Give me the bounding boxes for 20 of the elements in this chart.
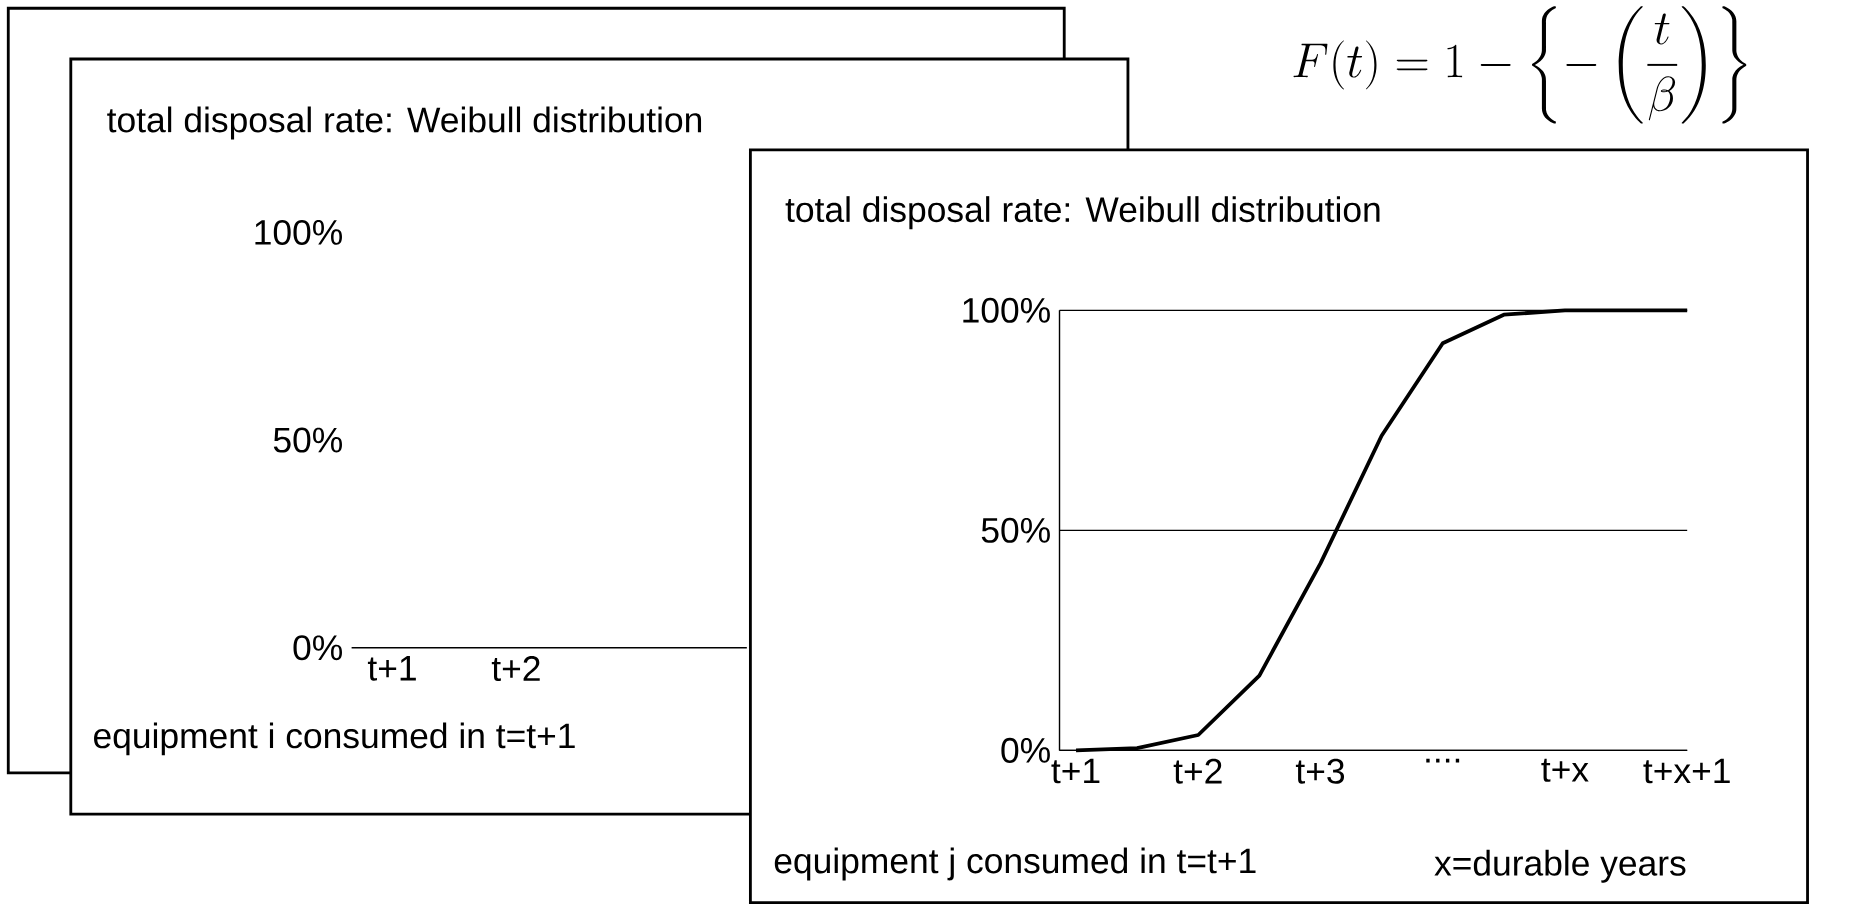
y-tick-label: 100% (963, 297, 1050, 323)
x-tick-label: t+1 (1051, 758, 1100, 784)
x-axis-title: equipment j consumed in t=t+1 (774, 847, 1256, 881)
x-tick-label: t+1 (367, 656, 416, 681)
x-tick-label: t+x (1541, 758, 1589, 782)
x-tick-label: .... (1426, 758, 1460, 763)
text: $F(t)=1-\left\{-\left(\frac{t}{\beta}\right)\right\}$ (1293, 6, 1747, 124)
x-tick-label: t+2 (1173, 758, 1222, 784)
text: x=durable years (1434, 849, 1686, 883)
x-tick-label: t+x+1 (1643, 758, 1730, 784)
chart-title: total disposal rate: Weibull distribution (785, 196, 1380, 230)
chart-title: total disposal rate: Weibull distribution (107, 106, 702, 140)
y-tick-label: 0% (1001, 737, 1050, 763)
y-tick-label: 50% (981, 517, 1050, 543)
y-tick-label: 100% (255, 219, 342, 245)
y-tick-label: 50% (273, 427, 342, 453)
x-axis-title: equipment i consumed in t=t+1 (94, 722, 575, 756)
x-tick-label: t+3 (1295, 758, 1345, 784)
y-tick-label: 0% (293, 635, 342, 661)
x-tick-label: t+2 (491, 656, 540, 682)
